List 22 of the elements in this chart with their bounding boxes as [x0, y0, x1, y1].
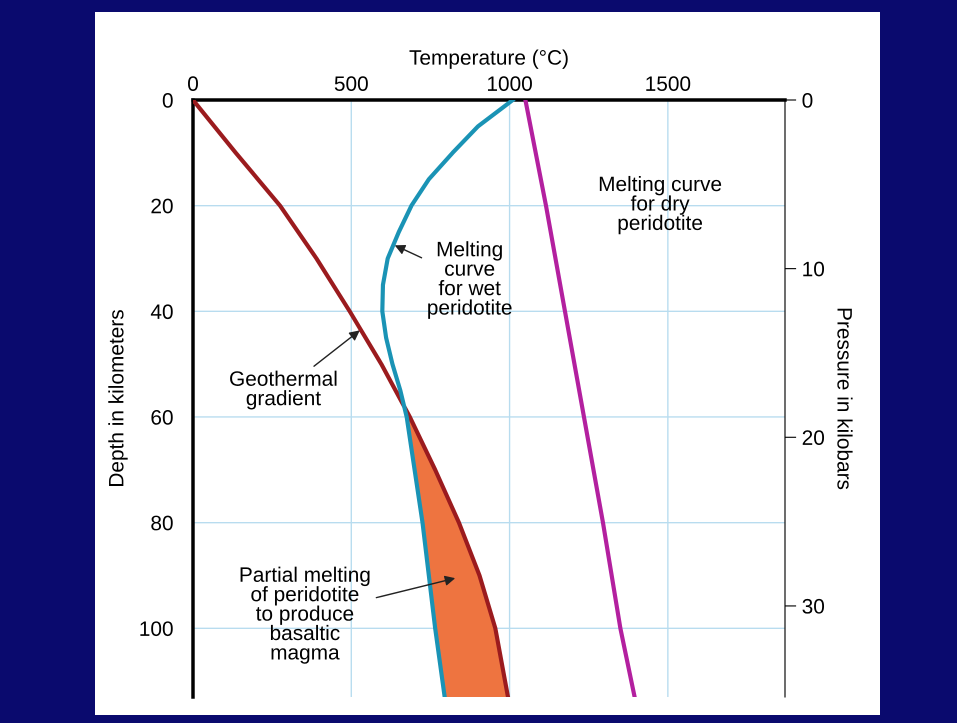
y2-tick-label: 0 [802, 93, 812, 108]
x-tick-label: 1000 [488, 76, 532, 92]
y2-tick-label: 10 [803, 262, 824, 276]
annotation: Geothermal gradient [230, 370, 336, 410]
y-tick-label: 0 [162, 93, 173, 108]
y2-tick-label: 20 [802, 430, 824, 446]
x-axis-title: Temperature (°C) [409, 50, 568, 69]
annotation: Melting curve for dry peridotite [600, 176, 722, 234]
y-tick-label: 40 [150, 304, 173, 320]
y-tick-label: 20 [151, 198, 173, 214]
y2-axis-title: Pressure in kilobars [837, 308, 853, 490]
x-tick-label: 500 [334, 76, 368, 92]
y-tick-label: 80 [151, 516, 173, 530]
line-series [380, 100, 515, 697]
annotation: Melting curve for wet peridotite [428, 241, 512, 319]
annotation: Partial melting of peridotite to produce basaltic magma [240, 566, 370, 664]
x-tick-label: 1500 [646, 76, 690, 92]
y-tick-label: 60 [151, 410, 173, 425]
x-tick-label: 0 [188, 76, 198, 92]
y-tick-label: 100 [140, 621, 173, 636]
y-axis-title: Depth in kilometers [108, 310, 128, 486]
y2-tick-label: 30 [802, 598, 824, 614]
